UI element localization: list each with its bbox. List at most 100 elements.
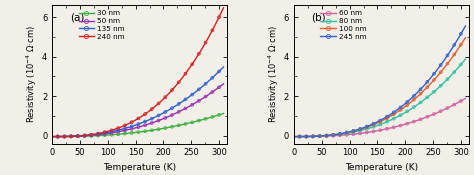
Point — [94, 133, 102, 135]
Point — [67, 135, 75, 138]
Point — [397, 106, 404, 109]
Point — [296, 135, 303, 138]
Point — [363, 125, 371, 128]
Point — [397, 114, 404, 117]
Legend: 30 nm, 50 nm, 135 nm, 240 nm: 30 nm, 50 nm, 135 nm, 240 nm — [79, 10, 125, 40]
Point — [155, 102, 162, 105]
Point — [108, 130, 115, 133]
Point — [175, 81, 182, 84]
Point — [383, 120, 391, 123]
Point — [81, 135, 88, 138]
Point — [316, 135, 324, 138]
Point — [316, 135, 324, 137]
Point — [457, 33, 465, 35]
Point — [417, 88, 424, 91]
Point — [397, 108, 404, 111]
Point — [67, 135, 75, 138]
Point — [356, 132, 364, 135]
Point — [101, 132, 109, 134]
Point — [94, 132, 102, 135]
Point — [114, 130, 122, 133]
Point — [195, 88, 203, 91]
Point — [135, 117, 142, 120]
Point — [296, 135, 303, 138]
Point — [168, 107, 176, 110]
Point — [370, 125, 377, 128]
Point — [195, 119, 203, 122]
Point — [54, 135, 62, 138]
Point — [329, 134, 337, 137]
Point — [88, 134, 95, 136]
Point — [195, 52, 203, 55]
Point — [188, 63, 196, 66]
Point — [128, 121, 136, 124]
Point — [376, 129, 384, 132]
Point — [188, 103, 196, 106]
Point — [88, 134, 95, 137]
Point — [128, 127, 136, 130]
Point — [430, 72, 438, 75]
Point — [215, 70, 223, 73]
Point — [397, 124, 404, 127]
Point — [81, 134, 88, 137]
Point — [410, 106, 418, 108]
Point — [162, 111, 169, 113]
Point — [336, 132, 344, 135]
Point — [376, 119, 384, 122]
Point — [430, 113, 438, 116]
Point — [88, 133, 95, 136]
X-axis label: Temperature (K): Temperature (K) — [345, 163, 418, 172]
Point — [430, 79, 438, 81]
Point — [162, 127, 169, 130]
Point — [329, 134, 337, 136]
Point — [323, 134, 330, 137]
Point — [296, 135, 303, 138]
Text: (a): (a) — [70, 12, 84, 22]
Point — [114, 127, 122, 130]
Point — [155, 128, 162, 131]
Point — [202, 117, 210, 120]
Point — [390, 126, 398, 129]
Point — [94, 134, 102, 137]
Point — [370, 130, 377, 133]
Point — [101, 132, 109, 135]
Point — [349, 131, 357, 134]
Point — [457, 43, 465, 46]
Point — [188, 93, 196, 96]
Point — [423, 80, 431, 83]
Point — [343, 133, 350, 136]
Point — [383, 115, 391, 118]
Point — [135, 123, 142, 125]
Point — [121, 124, 129, 127]
Point — [141, 120, 149, 123]
Point — [363, 128, 371, 130]
Point — [61, 135, 68, 138]
Point — [175, 110, 182, 113]
Point — [141, 130, 149, 133]
Point — [209, 91, 216, 93]
Point — [108, 133, 115, 136]
Point — [403, 110, 411, 113]
Point — [209, 76, 216, 79]
Point — [215, 86, 223, 89]
Point — [121, 132, 129, 135]
Point — [410, 94, 418, 97]
Point — [417, 101, 424, 104]
Point — [356, 129, 364, 132]
Point — [209, 29, 216, 32]
Point — [302, 135, 310, 138]
Point — [423, 86, 431, 89]
Point — [323, 134, 330, 137]
Point — [215, 16, 223, 19]
Point — [61, 135, 68, 138]
Point — [182, 107, 189, 110]
Point — [403, 104, 411, 106]
Point — [336, 132, 344, 135]
Point — [363, 126, 371, 129]
Point — [383, 117, 391, 120]
Point — [410, 120, 418, 123]
Point — [128, 125, 136, 128]
Point — [168, 89, 176, 92]
Point — [444, 78, 451, 80]
Point — [417, 118, 424, 121]
